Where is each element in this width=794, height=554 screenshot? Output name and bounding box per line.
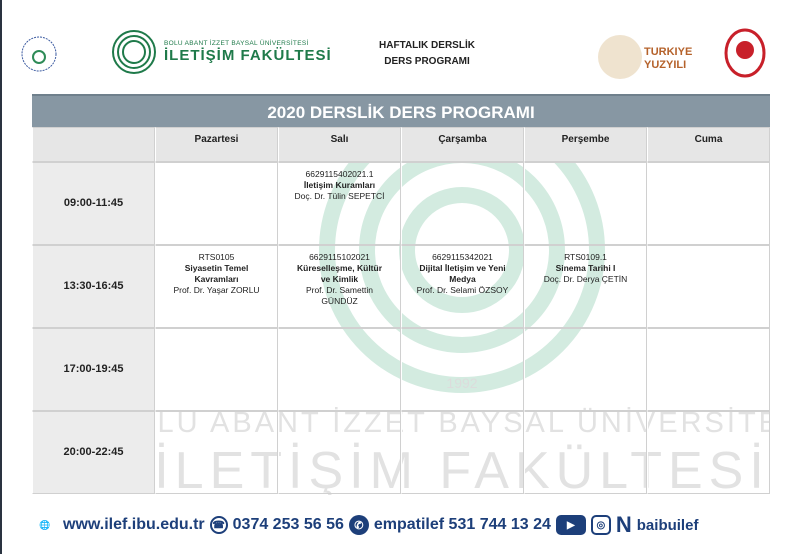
day-header-0: Pazartesi: [155, 127, 278, 162]
course-teacher: Doç. Dr. Derya ÇETİN: [543, 274, 628, 284]
faculty-logo-subtitle: BOLU ABANT İZZET BAYSAL ÜNİVERSİTESİ: [164, 40, 309, 47]
schedule-cell: [401, 328, 524, 411]
schedule-cell: [647, 411, 770, 494]
header-corner: [32, 127, 155, 162]
schedule-cell: [647, 328, 770, 411]
schedule-cell: [524, 328, 647, 411]
schedule-cell: [278, 411, 401, 494]
schedule-cell: [155, 162, 278, 245]
course-entry: RTS0109.1 Sinema Tarihi I Doç. Dr. Derya Ç…: [524, 245, 647, 328]
course-name: Küreselleşme, Kültür ve Kimlik: [296, 263, 383, 284]
day-header-4: Cuma: [647, 127, 770, 162]
faculty-logo-title: İLETİŞİM FAKÜLTESİ: [164, 47, 332, 64]
course-teacher: Doç. Dr. Tülin SEPETCİ: [294, 191, 385, 201]
time-slot: 13:30-16:45: [32, 245, 155, 328]
whatsapp-icon: ✆: [348, 515, 369, 535]
schedule-cell: [524, 411, 647, 494]
page-title: HAFTALIK DERSLİK DERS PROGRAMI: [379, 40, 475, 67]
course-teacher: Prof. Dr. Samettin GÜNDÜZ: [305, 285, 374, 306]
schedule-cell: [647, 162, 770, 245]
schedule-table: 2020 DERSLİK DERS PROGRAMI Pazartesi Salı…: [32, 94, 770, 494]
phone-number[interactable]: 0374 253 56 56: [232, 516, 344, 533]
nsosyal-icon[interactable]: N: [615, 512, 632, 537]
aile-yili-logo: [724, 28, 766, 78]
faculty-logo-mark: [112, 30, 156, 74]
course-teacher: Prof. Dr. Selami ÖZSOY: [416, 285, 509, 295]
course-entry: 6629115342021 Dijital İletişim ve Yeni Me…: [401, 245, 524, 328]
course-name: İletişim Kuramları: [303, 180, 376, 190]
course-name: Dijital İletişim ve Yeni Medya: [419, 263, 506, 284]
course-code: 6629115402021.1: [305, 169, 374, 179]
svg-text:YUZYILI: YUZYILI: [644, 59, 686, 71]
youtube-icon[interactable]: ▶: [555, 515, 586, 535]
schedule-cell: [401, 411, 524, 494]
course-code: 6629115342021: [432, 252, 493, 262]
course-entry: 6629115402021.1 İletişim Kuramları Doç. Dr…: [278, 162, 401, 245]
footer-contact: 🌐 www.ilef.ibu.edu.tr ☎ 0374 253 56 56 ✆…: [32, 512, 698, 538]
website-link[interactable]: www.ilef.ibu.edu.tr: [63, 516, 205, 533]
university-seal-logo: [21, 36, 57, 72]
course-name: Sinema Tarihi I: [555, 263, 616, 273]
www-icon: 🌐: [39, 519, 51, 530]
day-header-3: Perşembe: [524, 127, 647, 162]
schedule-cell: [155, 411, 278, 494]
table-title: 2020 DERSLİK DERS PROGRAMI: [32, 94, 770, 127]
day-header-1: Salı: [278, 127, 401, 162]
course-code: RTS0105: [198, 252, 235, 262]
svg-text:TURKIYE: TURKIYE: [644, 46, 692, 58]
schedule-cell: [278, 328, 401, 411]
course-name: Siyasetin Temel Kavramları: [184, 263, 249, 284]
day-header-2: Çarşamba: [401, 127, 524, 162]
schedule-cell: [647, 245, 770, 328]
course-entry: 6629115102021 Küreselleşme, Kültür ve Kim…: [278, 245, 401, 328]
course-code: 6629115102021: [309, 252, 370, 262]
schedule-cell: [155, 328, 278, 411]
whatsapp-contact[interactable]: empatilef 531 744 13 24: [373, 516, 551, 533]
phone-icon: ☎: [209, 516, 228, 534]
time-slot: 09:00-11:45: [32, 162, 155, 245]
course-teacher: Prof. Dr. Yaşar ZORLU: [173, 285, 260, 295]
course-entry: RTS0105 Siyasetin Temel Kavramları Prof. D…: [155, 245, 278, 328]
schedule-cell: [401, 162, 524, 245]
social-handle[interactable]: baibuilef: [636, 516, 699, 534]
time-slot: 17:00-19:45: [32, 328, 155, 411]
time-slot: 20:00-22:45: [32, 411, 155, 494]
instagram-icon[interactable]: ◎: [590, 515, 611, 535]
course-code: RTS0109.1: [564, 252, 607, 262]
schedule-cell: [524, 162, 647, 245]
